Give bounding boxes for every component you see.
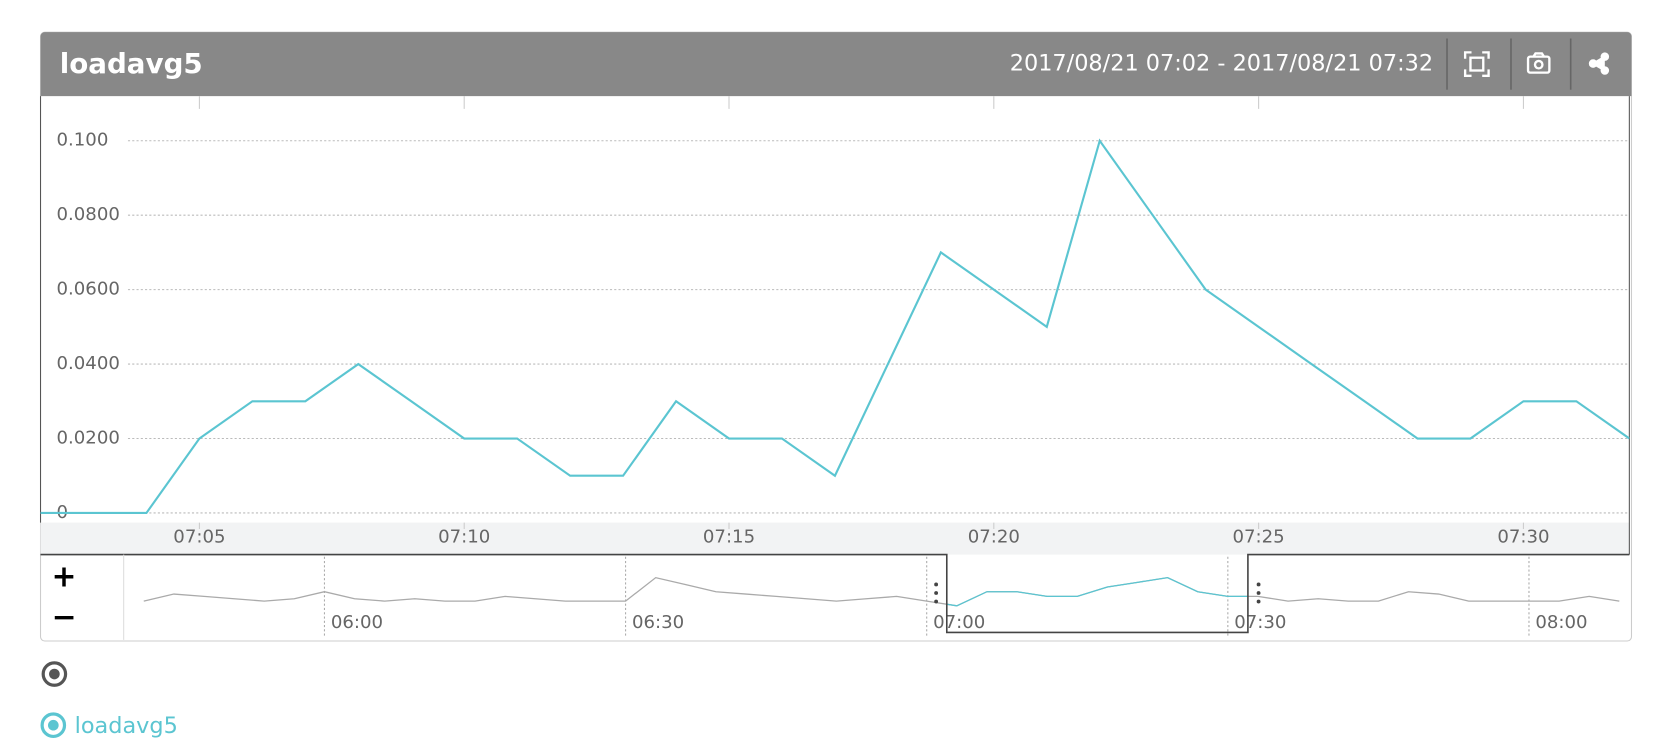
y-tick-label: 0.0400: [57, 353, 120, 374]
y-tick-label: 0.0800: [57, 204, 120, 225]
navigator-tick-label: 06:00: [331, 612, 383, 633]
x-tick-label: 07:30: [1497, 527, 1549, 548]
series-line: [40, 138, 1630, 515]
navigator-tick-label: 07:00: [933, 612, 985, 633]
y-tick-label: 0.100: [57, 130, 109, 151]
share-button[interactable]: [1588, 52, 1610, 75]
selection-handle: [934, 591, 939, 595]
toggle-all-dot: [49, 668, 60, 680]
x-tick-label: 07:15: [703, 527, 755, 548]
legend-label[interactable]: loadavg5: [75, 713, 178, 739]
navigator-tick-label: 06:30: [632, 612, 684, 633]
time-range: 2017/08/21 07:02 - 2017/08/21 07:32: [1010, 51, 1433, 77]
x-tick-label: 07:20: [968, 527, 1020, 548]
x-tick-label: 07:10: [438, 527, 490, 548]
selection-handle: [934, 599, 939, 604]
zoom-in[interactable]: +: [51, 560, 76, 595]
panel-title: loadavg5: [60, 47, 203, 80]
legend-icon-dot: [47, 719, 59, 731]
zoom-out[interactable]: −: [51, 600, 76, 635]
y-tick-label: 0.0600: [57, 279, 120, 300]
selection-handle: [1256, 582, 1261, 587]
navigator-tick-label: 08:00: [1535, 612, 1587, 633]
selection-handle: [1256, 599, 1261, 604]
x-tick-label: 07:25: [1233, 527, 1285, 548]
navigator-selection: [40, 553, 1630, 634]
separators: [1446, 38, 1572, 90]
y-tick-label: 0.0200: [57, 428, 120, 449]
x-axis-band: [40, 522, 1630, 555]
navigator-line: [143, 576, 1620, 607]
x-tick-label: 07:05: [173, 527, 225, 548]
legend-icon[interactable]: [40, 712, 67, 739]
fullscreen-button[interactable]: [1463, 51, 1490, 78]
toggle-all[interactable]: [41, 661, 68, 687]
navigator-tick-label: 07:30: [1234, 612, 1286, 633]
selection-handle: [934, 582, 939, 587]
panel-header: [40, 32, 1632, 97]
selection-handle: [1256, 591, 1261, 595]
snapshot-button[interactable]: [1526, 52, 1551, 74]
